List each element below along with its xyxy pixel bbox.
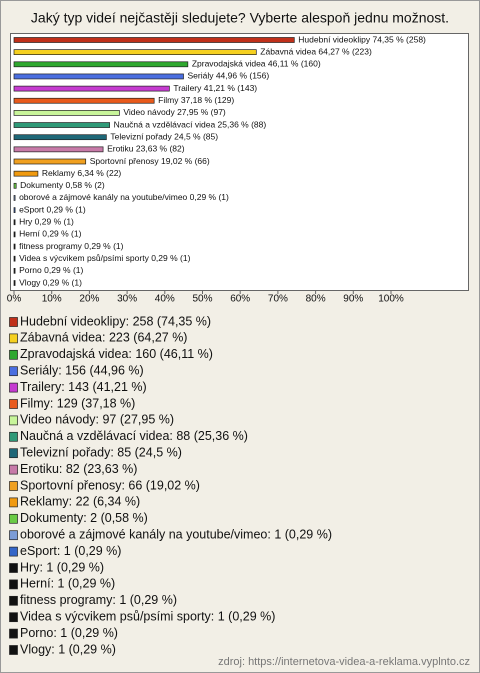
data-label: Zábavná videa 64,27 % (223)	[260, 46, 372, 56]
legend-label: eSport: 1 (0,29 %)	[20, 544, 121, 558]
x-tick-label: 20%	[79, 294, 99, 305]
legend-swatch	[9, 563, 18, 573]
bar	[13, 110, 120, 116]
data-label: Herní 0,29 % (1)	[19, 229, 82, 239]
legend-label: Sportovní přenosy: 66 (19,02 %)	[20, 478, 200, 492]
legend-swatch	[9, 612, 18, 623]
legend-swatch	[9, 513, 18, 524]
legend-label: Hry: 1 (0,29 %)	[20, 560, 104, 574]
legend-label: Filmy: 129 (37,18 %)	[20, 396, 135, 410]
bar	[13, 122, 110, 128]
bar	[13, 37, 295, 43]
data-label: Porno 0,29 % (1)	[19, 265, 83, 275]
bar	[13, 170, 39, 177]
data-label: eSport 0,29 % (1)	[19, 204, 86, 214]
data-label: Erotiku 23,63 % (82)	[107, 144, 185, 154]
legend-swatch	[9, 366, 18, 377]
legend-label: Naučná a vzdělávací videa: 88 (25,36 %)	[20, 429, 248, 443]
legend-label: Porno: 1 (0,29 %)	[20, 626, 118, 640]
bar	[13, 268, 16, 274]
x-tick-label: 10%	[42, 294, 62, 305]
data-label: Dokumenty 0,58 % (2)	[20, 180, 105, 190]
x-tick-label: 30%	[117, 294, 137, 305]
data-label: Zpravodajská videa 46,11 % (160)	[192, 59, 321, 69]
legend-label: Dokumenty: 2 (0,58 %)	[20, 511, 148, 525]
x-tick-label: 0%	[7, 294, 22, 305]
bar	[13, 146, 104, 153]
legend-label: Zpravodajská videa: 160 (46,11 %)	[20, 347, 213, 361]
legend-swatch	[9, 579, 18, 590]
bar	[13, 280, 16, 286]
bar	[13, 85, 170, 92]
bar	[13, 73, 184, 80]
bar	[13, 255, 16, 262]
data-label: Televizní pořady 24,5 % (85)	[110, 131, 218, 141]
legend-label: oborové a zájmové kanály na youtube/vime…	[20, 527, 332, 541]
bar	[13, 182, 17, 189]
x-tick-label: 50%	[192, 294, 212, 305]
bar	[13, 243, 16, 250]
legend-label: Seriály: 156 (44,96 %)	[20, 363, 144, 377]
data-label: Filmy 37,18 % (129)	[158, 95, 234, 105]
bar	[13, 231, 16, 238]
legend-swatch	[9, 546, 18, 557]
data-label: Seriály 44,96 % (156)	[187, 71, 269, 81]
x-tick-label: 60%	[230, 294, 250, 305]
source: zdroj: https://internetova-videa-a-rekla…	[218, 656, 470, 668]
legend-swatch	[9, 317, 18, 327]
legend-swatch	[9, 399, 18, 409]
legend-label: Vlogy: 1 (0,29 %)	[20, 642, 116, 656]
bar	[13, 61, 189, 68]
data-label: Trailery 41,21 % (143)	[173, 83, 257, 93]
legend-label: Trailery: 143 (41,21 %)	[20, 380, 147, 394]
legend-label: Videa s výcvikem psů/psími sporty: 1 (0,…	[20, 609, 275, 623]
data-label: fitness programy 0,29 % (1)	[19, 241, 124, 251]
legend-swatch	[9, 645, 18, 655]
bar	[13, 49, 257, 56]
x-tick-label: 70%	[268, 294, 288, 305]
legend-swatch	[9, 415, 18, 426]
data-label: Videa s výcvikem psů/psími sporty 0,29 %…	[19, 253, 190, 263]
x-tick-label: 80%	[306, 294, 326, 305]
legend-swatch	[9, 497, 18, 508]
legend-label: fitness programy: 1 (0,29 %)	[20, 593, 177, 607]
bar	[13, 134, 107, 141]
legend-swatch	[9, 464, 18, 475]
data-label: Hry 0,29 % (1)	[19, 217, 74, 227]
data-label: Reklamy 6,34 % (22)	[42, 168, 122, 178]
legend-swatch	[9, 333, 18, 344]
x-tick-label: 40%	[155, 294, 175, 305]
x-tick-label: 90%	[343, 294, 363, 305]
legend-swatch	[9, 349, 18, 360]
bar	[13, 207, 16, 213]
legend-swatch	[9, 382, 18, 393]
legend-label: Televizní pořady: 85 (24,5 %)	[20, 445, 182, 459]
data-label: Naučná a vzdělávací videa 25,36 % (88)	[114, 119, 267, 129]
data-label: Vlogy 0,29 % (1)	[19, 277, 82, 287]
bar	[13, 219, 16, 226]
legend-label: Hudební videoklipy: 258 (74,35 %)	[20, 314, 211, 328]
x-tick-label: 100%	[378, 294, 404, 305]
data-label: Sportovní přenosy 19,02 % (66)	[90, 156, 210, 166]
legend-label: Video návody: 97 (27,95 %)	[20, 413, 174, 427]
legend-swatch	[9, 481, 18, 491]
legend-label: Reklamy: 22 (6,34 %)	[20, 495, 140, 509]
data-label: Video návody 27,95 % (97)	[123, 107, 226, 117]
legend-swatch	[9, 595, 18, 606]
legend-swatch	[9, 448, 18, 459]
legend-label: Erotiku: 82 (23,63 %)	[20, 462, 137, 476]
legend-label: Zábavná videa: 223 (64,27 %)	[20, 331, 187, 345]
bar	[13, 97, 155, 104]
bar	[13, 158, 87, 165]
legend-swatch	[9, 530, 18, 541]
legend-label: Herní: 1 (0,29 %)	[20, 577, 115, 591]
bar	[13, 195, 16, 201]
legend-swatch	[9, 431, 18, 442]
chart-title: Jaký typ videí nejčastěji sledujete? Vyb…	[31, 10, 449, 26]
legend-swatch	[9, 628, 18, 639]
data-label: oborové a zájmové kanály na youtube/vime…	[19, 192, 229, 202]
data-label: Hudební videoklipy 74,35 % (258)	[298, 34, 426, 44]
